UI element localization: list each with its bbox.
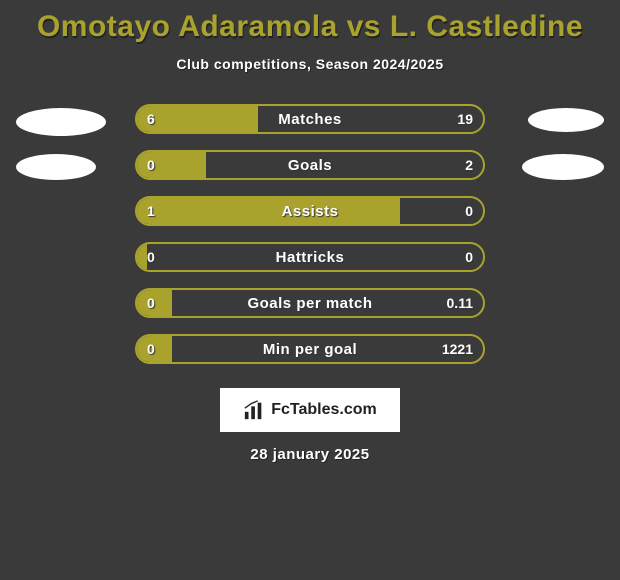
player-right-avatar <box>522 154 604 180</box>
branding-text: FcTables.com <box>271 401 377 419</box>
vs-separator: vs <box>347 10 381 43</box>
player-left-avatar <box>16 154 96 180</box>
stat-value-right: 19 <box>457 106 473 132</box>
branding-badge: FcTables.com <box>220 388 400 432</box>
player-left-name: Omotayo Adaramola <box>37 10 338 43</box>
stat-label: Goals per match <box>137 290 483 316</box>
comparison-chart: 6Matches190Goals21Assists00Hattricks00Go… <box>0 100 620 376</box>
stat-bar: 0Goals per match0.11 <box>135 288 485 318</box>
stat-value-right: 2 <box>465 152 473 178</box>
stat-bar: 6Matches19 <box>135 104 485 134</box>
player-right-name: L. Castledine <box>390 10 583 43</box>
stat-label: Assists <box>137 198 483 224</box>
stat-value-right: 0 <box>465 198 473 224</box>
stat-label: Goals <box>137 152 483 178</box>
stat-row: 0Goals per match0.11 <box>0 284 620 330</box>
stat-row: 0Hattricks0 <box>0 238 620 284</box>
player-left-avatar <box>16 108 106 136</box>
stat-label: Hattricks <box>137 244 483 270</box>
chart-bars-icon <box>243 399 265 421</box>
stat-bar: 0Min per goal1221 <box>135 334 485 364</box>
page-title: Omotayo Adaramola vs L. Castledine <box>0 0 620 44</box>
stat-value-right: 0.11 <box>447 290 473 316</box>
stat-label: Min per goal <box>137 336 483 362</box>
subtitle: Club competitions, Season 2024/2025 <box>0 56 620 72</box>
stat-row: 0Goals2 <box>0 146 620 192</box>
stat-bar: 1Assists0 <box>135 196 485 226</box>
stat-row: 1Assists0 <box>0 192 620 238</box>
stat-bar: 0Hattricks0 <box>135 242 485 272</box>
date-label: 28 january 2025 <box>0 446 620 463</box>
stat-value-right: 0 <box>465 244 473 270</box>
stat-bar: 0Goals2 <box>135 150 485 180</box>
stat-row: 0Min per goal1221 <box>0 330 620 376</box>
player-right-avatar <box>528 108 604 132</box>
stat-row: 6Matches19 <box>0 100 620 146</box>
stat-label: Matches <box>137 106 483 132</box>
stat-value-right: 1221 <box>442 336 473 362</box>
